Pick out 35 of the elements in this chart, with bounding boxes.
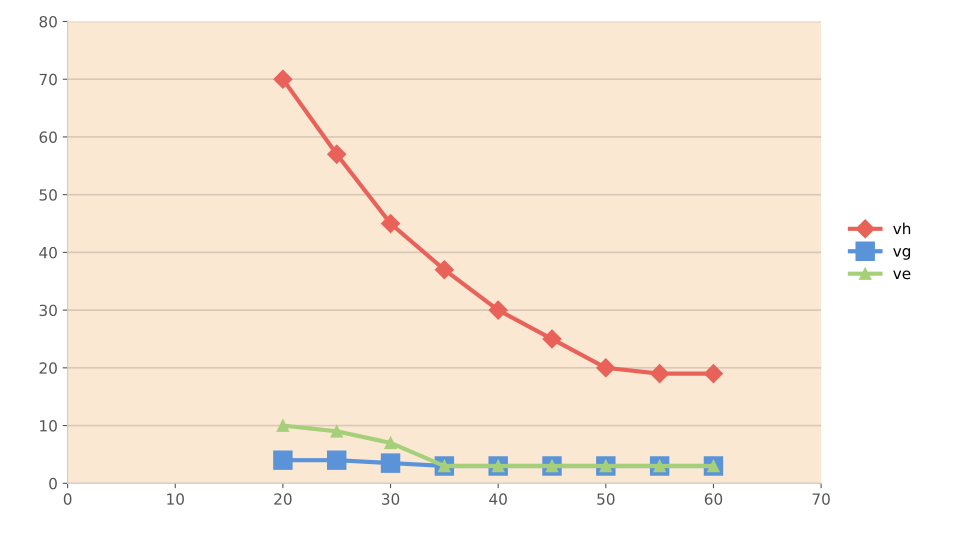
x-tick-label: 60 <box>704 493 722 505</box>
x-tick-label: 10 <box>167 493 184 505</box>
point <box>380 453 400 473</box>
legend-label: vh <box>893 222 910 234</box>
point <box>704 364 723 384</box>
x-tick-label: 40 <box>489 493 507 505</box>
x-tick-label: 20 <box>274 493 292 505</box>
point <box>276 419 290 432</box>
point <box>384 436 397 450</box>
y-tick-label: 70 <box>40 74 57 86</box>
x-tick-label: 70 <box>812 493 830 505</box>
x-tick-label: 50 <box>597 493 615 505</box>
legend-label: ve <box>893 270 910 280</box>
y-tick-label: 0 <box>49 478 57 490</box>
point <box>381 214 400 234</box>
x-tick-label: 30 <box>382 493 400 505</box>
y-tick-label: 10 <box>40 420 57 432</box>
x-tick-label: 0 <box>64 493 72 505</box>
point <box>650 364 670 384</box>
point <box>542 329 562 349</box>
y-tick-label: 80 <box>39 16 57 28</box>
point <box>330 425 343 438</box>
y-tick-label: 60 <box>40 131 57 143</box>
point <box>434 260 454 280</box>
point <box>273 70 292 89</box>
point <box>273 450 293 470</box>
y-tick-label: 40 <box>39 246 57 258</box>
y-tick-label: 20 <box>40 362 57 374</box>
point <box>596 358 616 378</box>
point <box>488 300 508 320</box>
point <box>326 450 346 470</box>
legend-label: vg <box>893 248 910 260</box>
y-tick-label: 30 <box>40 304 57 316</box>
y-tick-label: 50 <box>40 189 57 201</box>
point <box>327 144 346 164</box>
